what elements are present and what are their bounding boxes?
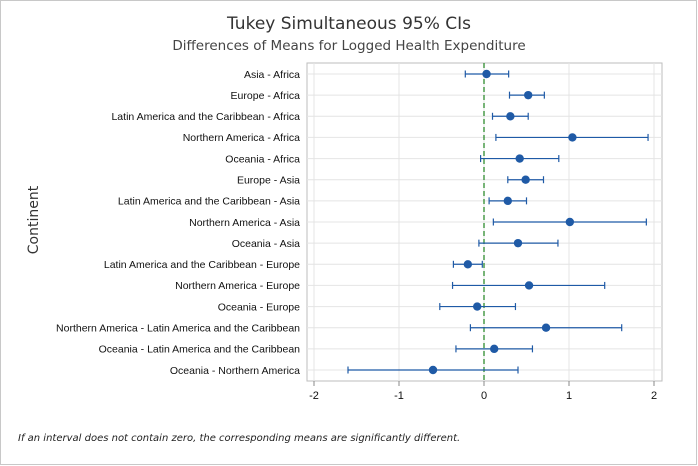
category-label: Northern America - Latin America and the… — [56, 323, 300, 335]
x-tick-label: -1 — [394, 390, 404, 402]
x-tick-label: 0 — [481, 390, 487, 402]
x-tick-label: 1 — [566, 390, 572, 402]
category-label: Northern America - Asia — [189, 217, 300, 229]
footnote: If an interval does not contain zero, th… — [18, 433, 461, 444]
estimate-point — [463, 260, 473, 269]
estimate-point — [521, 175, 530, 184]
category-label: Europe - Asia — [237, 175, 300, 187]
x-tick-label: 2 — [651, 390, 657, 402]
category-label: Northern America - Africa — [183, 132, 300, 144]
estimate-point — [565, 217, 575, 227]
chart-subtitle: Differences of Means for Logged Health E… — [172, 38, 525, 54]
category-label: Latin America and the Caribbean - Africa — [111, 111, 300, 123]
estimate-point — [506, 112, 515, 121]
y-axis-label: Continent — [26, 185, 42, 254]
category-label: Europe - Africa — [231, 90, 301, 102]
category-labels: Asia - Africa Europe - Africa Latin Americ… — [56, 69, 300, 377]
estimate-point — [515, 154, 524, 163]
estimate-point — [541, 323, 551, 332]
category-label: Oceania - Africa — [225, 153, 300, 165]
x-axis-ticks: -2 -1 0 1 2 — [309, 381, 657, 402]
estimate-point — [568, 133, 577, 142]
estimate-point — [503, 196, 512, 206]
category-label: Latin America and the Caribbean - Asia — [118, 196, 300, 208]
estimate-point — [490, 344, 499, 354]
category-label: Oceania - Europe — [218, 301, 300, 313]
estimate-point — [482, 69, 491, 79]
category-label: Northern America - Europe — [175, 280, 300, 292]
chart-title: Tukey Simultaneous 95% CIs — [226, 14, 471, 34]
category-label: Oceania - Asia — [232, 238, 300, 250]
category-label: Latin America and the Caribbean - Europe — [104, 259, 300, 271]
estimate-point — [428, 365, 438, 375]
estimate-point — [524, 281, 534, 290]
estimate-point — [473, 302, 482, 311]
interval-marks — [347, 69, 649, 375]
category-label: Oceania - Latin America and the Caribbea… — [99, 344, 301, 356]
x-tick-label: -2 — [309, 390, 319, 402]
estimate-point — [524, 90, 533, 100]
estimate-point — [513, 238, 523, 248]
category-label: Oceania - Northern America — [170, 365, 300, 377]
category-label: Asia - Africa — [244, 69, 300, 81]
